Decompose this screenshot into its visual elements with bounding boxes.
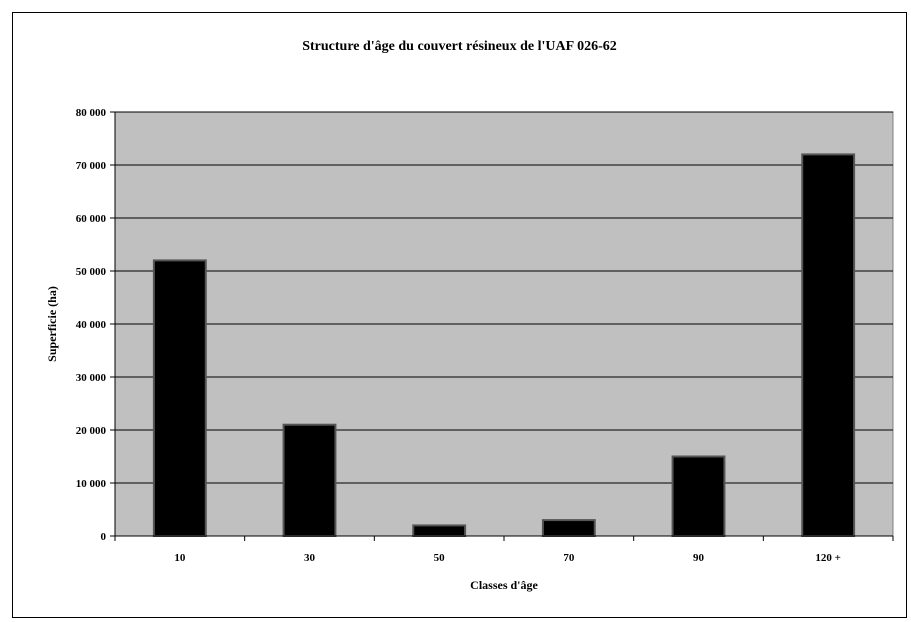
x-tick-label: 30 bbox=[304, 552, 316, 564]
y-tick-label: 20 000 bbox=[76, 425, 107, 437]
chart-title: Structure d'âge du couvert résineux de l… bbox=[302, 39, 617, 54]
bar bbox=[541, 519, 596, 537]
bar bbox=[152, 259, 207, 537]
gridlines bbox=[115, 111, 893, 484]
y-tick-label: 70 000 bbox=[76, 160, 107, 172]
bars bbox=[152, 153, 856, 538]
y-tick-label: 60 000 bbox=[76, 213, 107, 225]
y-tick-label: 50 000 bbox=[76, 266, 107, 278]
y-axis-label: Superficie (ha) bbox=[45, 286, 59, 362]
x-tick-label: 120 + bbox=[815, 552, 841, 564]
y-ticks: 0 10 000 20 000 30 000 40 000 50 000 60 000 70 … bbox=[76, 107, 115, 543]
x-axis-label: Classes d'âge bbox=[470, 578, 538, 592]
x-tick-label: 70 bbox=[563, 552, 575, 564]
bar bbox=[801, 153, 856, 537]
x-tick-label: 50 bbox=[434, 552, 446, 564]
y-tick-label: 10 000 bbox=[76, 478, 107, 490]
y-tick-label: 40 000 bbox=[76, 319, 107, 331]
x-ticks: 10 30 50 70 90 120 + bbox=[114, 536, 894, 564]
bar bbox=[412, 524, 467, 538]
y-tick-label: 80 000 bbox=[76, 107, 107, 119]
y-tick-label: 0 bbox=[101, 531, 107, 543]
bar bbox=[671, 455, 726, 537]
x-tick-label: 90 bbox=[693, 552, 705, 564]
y-tick-label: 30 000 bbox=[76, 372, 107, 384]
x-tick-label: 10 bbox=[174, 552, 186, 564]
bar bbox=[282, 423, 337, 538]
